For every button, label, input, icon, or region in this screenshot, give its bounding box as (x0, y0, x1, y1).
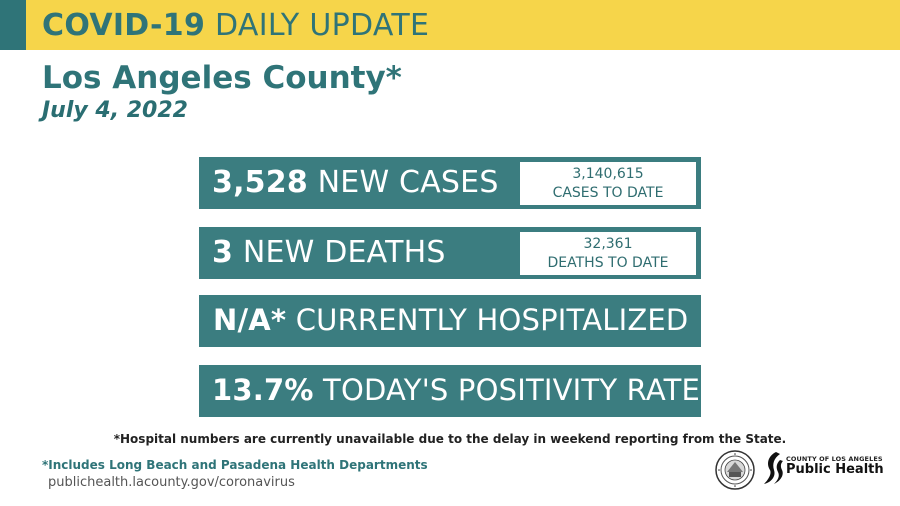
deaths-to-date-value: 32,361 (583, 235, 633, 252)
new-deaths-value: 3 (212, 235, 234, 270)
new-deaths-box: 3 NEW DEATHS 32,361 DEATHS TO DATE (199, 227, 701, 279)
report-date: July 4, 2022 (42, 98, 188, 123)
public-health-county-text: COUNTY OF LOS ANGELES (786, 455, 883, 463)
deaths-to-date-box: 32,361 DEATHS TO DATE (520, 232, 696, 275)
cases-to-date-box: 3,140,615 CASES TO DATE (520, 162, 696, 205)
title-bold: COVID-19 (42, 8, 206, 43)
banner-accent-bar (0, 0, 26, 50)
new-cases-box: 3,528 NEW CASES 3,140,615 CASES TO DATE (199, 157, 701, 209)
county-seal-icon (715, 450, 755, 490)
new-cases-text: 3,528 NEW CASES (212, 165, 499, 200)
positivity-text: 13.7% TODAY'S POSITIVITY RATE (212, 373, 700, 407)
hospitalized-text: N/A* CURRENTLY HOSPITALIZED (213, 303, 688, 337)
new-deaths-label: NEW DEATHS (242, 235, 446, 270)
new-cases-value: 3,528 (212, 165, 308, 200)
hospitalized-label: CURRENTLY HOSPITALIZED (295, 303, 689, 337)
page-title: COVID-19 DAILY UPDATE (42, 6, 429, 46)
hospitalized-box: N/A* CURRENTLY HOSPITALIZED (199, 295, 701, 347)
website-link[interactable]: publichealth.lacounty.gov/coronavirus (48, 475, 295, 490)
deaths-to-date-label: DEATHS TO DATE (547, 254, 669, 271)
hospital-footnote: *Hospital numbers are currently unavaila… (113, 432, 787, 446)
positivity-label: TODAY'S POSITIVITY RATE (323, 373, 701, 407)
new-cases-label: NEW CASES (317, 165, 499, 200)
positivity-value: 13.7% (212, 373, 314, 407)
hospitalized-value: N/A* (213, 303, 287, 337)
public-health-mark-icon (764, 452, 783, 484)
cases-to-date-label: CASES TO DATE (552, 184, 664, 201)
public-health-name: Public Health (786, 462, 884, 477)
title-light: DAILY UPDATE (215, 8, 430, 43)
public-health-logo: COUNTY OF LOS ANGELES Public Health (762, 450, 884, 486)
cases-to-date-value: 3,140,615 (572, 165, 644, 182)
positivity-box: 13.7% TODAY'S POSITIVITY RATE (199, 365, 701, 417)
header-banner: COVID-19 DAILY UPDATE (0, 0, 900, 50)
location-heading: Los Angeles County* (42, 60, 402, 96)
includes-note: *Includes Long Beach and Pasadena Health… (42, 458, 428, 472)
new-deaths-text: 3 NEW DEATHS (212, 235, 446, 270)
